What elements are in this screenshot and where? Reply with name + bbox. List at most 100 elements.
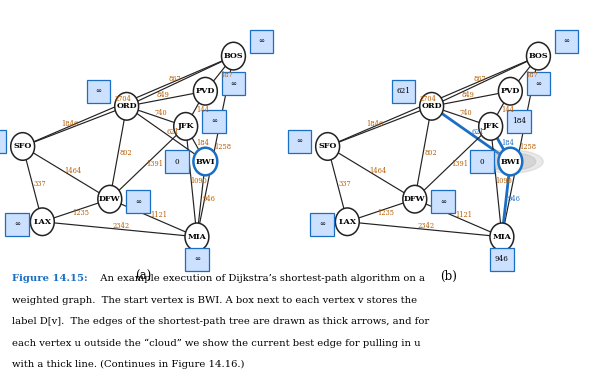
Text: weighted graph.  The start vertex is BWI. A box next to each vertex v stores the: weighted graph. The start vertex is BWI.… (12, 296, 417, 305)
Ellipse shape (526, 42, 550, 70)
Ellipse shape (479, 113, 502, 140)
Ellipse shape (193, 77, 217, 105)
FancyBboxPatch shape (310, 213, 334, 236)
FancyBboxPatch shape (526, 72, 550, 95)
Text: 621: 621 (471, 128, 484, 136)
Ellipse shape (485, 152, 536, 170)
Ellipse shape (420, 92, 444, 120)
Text: DFW: DFW (404, 195, 426, 203)
Text: 144: 144 (502, 106, 514, 114)
Text: SFO: SFO (14, 142, 32, 151)
Text: ∞: ∞ (319, 220, 325, 228)
FancyBboxPatch shape (202, 110, 225, 133)
Text: PVD: PVD (501, 87, 520, 95)
Text: 849: 849 (462, 91, 474, 99)
FancyBboxPatch shape (470, 150, 494, 173)
Text: 184: 184 (197, 139, 209, 147)
Text: ∞: ∞ (563, 37, 569, 45)
Text: 1235: 1235 (377, 209, 394, 217)
Text: ∞: ∞ (14, 220, 20, 228)
Ellipse shape (98, 185, 122, 213)
FancyBboxPatch shape (185, 248, 209, 271)
Text: MIA: MIA (188, 233, 206, 241)
Ellipse shape (185, 223, 209, 251)
Text: 1121: 1121 (150, 211, 167, 219)
Text: Figure 14.15:: Figure 14.15: (12, 274, 87, 283)
FancyBboxPatch shape (431, 190, 455, 213)
Text: 184: 184 (502, 139, 514, 147)
Text: 187: 187 (221, 71, 233, 79)
Text: 0: 0 (175, 158, 179, 166)
Text: 802: 802 (425, 149, 437, 157)
Text: DFW: DFW (99, 195, 121, 203)
Text: JFK: JFK (483, 122, 499, 130)
Text: 1258: 1258 (215, 143, 231, 151)
Text: 1258: 1258 (520, 143, 536, 151)
Text: BOS: BOS (529, 52, 548, 60)
Text: ∞: ∞ (135, 198, 141, 205)
Ellipse shape (316, 133, 340, 160)
Text: BOS: BOS (224, 52, 243, 60)
Text: ORD: ORD (117, 102, 137, 110)
Ellipse shape (477, 150, 543, 173)
FancyBboxPatch shape (126, 190, 150, 213)
Text: 0: 0 (480, 158, 484, 166)
Text: 1090: 1090 (191, 177, 208, 185)
Text: LAX: LAX (33, 218, 51, 226)
Text: 1846: 1846 (366, 120, 383, 128)
Text: 1846: 1846 (61, 120, 78, 128)
Text: 1464: 1464 (64, 167, 81, 175)
Text: 849: 849 (157, 91, 169, 99)
Ellipse shape (221, 42, 245, 70)
Text: 946: 946 (508, 195, 520, 203)
Text: 184: 184 (512, 117, 526, 125)
Text: 337: 337 (339, 180, 352, 188)
Text: 740: 740 (459, 110, 472, 118)
Text: ∞: ∞ (194, 255, 200, 264)
Text: 1391: 1391 (147, 160, 163, 168)
Ellipse shape (193, 148, 217, 175)
Text: label D[v].  The edges of the shortest-path tree are drawn as thick arrows, and : label D[v]. The edges of the shortest-pa… (12, 317, 429, 326)
Text: 1235: 1235 (72, 209, 89, 217)
Text: 2342: 2342 (417, 222, 435, 230)
FancyBboxPatch shape (249, 29, 273, 53)
Text: 1391: 1391 (451, 160, 468, 168)
FancyBboxPatch shape (288, 130, 312, 153)
Text: (a): (a) (135, 270, 152, 283)
Text: 621: 621 (166, 128, 179, 136)
Text: An example execution of Dijkstra’s shortest-path algorithm on a: An example execution of Dijkstra’s short… (94, 274, 425, 283)
Text: 187: 187 (526, 71, 538, 79)
Text: SFO: SFO (319, 142, 337, 151)
Text: 1090: 1090 (496, 177, 512, 185)
Text: ∞: ∞ (535, 80, 541, 88)
Text: ∞: ∞ (230, 80, 236, 88)
FancyBboxPatch shape (5, 213, 29, 236)
Text: BWI: BWI (196, 158, 215, 166)
Ellipse shape (30, 208, 54, 236)
FancyBboxPatch shape (0, 130, 7, 153)
Ellipse shape (335, 208, 359, 236)
FancyBboxPatch shape (221, 72, 245, 95)
Text: JFK: JFK (178, 122, 194, 130)
Text: 802: 802 (120, 149, 132, 157)
Text: ORD: ORD (422, 102, 442, 110)
Text: with a thick line. (Continues in Figure 14.16.): with a thick line. (Continues in Figure … (12, 360, 245, 370)
Text: 2704: 2704 (114, 95, 131, 103)
Text: 867: 867 (473, 75, 486, 83)
Text: 337: 337 (34, 180, 47, 188)
Text: 2342: 2342 (112, 222, 130, 230)
FancyBboxPatch shape (554, 29, 578, 53)
Text: ∞: ∞ (297, 137, 303, 146)
Text: 740: 740 (154, 110, 167, 118)
Ellipse shape (498, 77, 522, 105)
FancyBboxPatch shape (165, 150, 189, 173)
Ellipse shape (403, 185, 427, 213)
Ellipse shape (174, 113, 197, 140)
Text: 1464: 1464 (369, 167, 386, 175)
Ellipse shape (498, 148, 522, 175)
FancyBboxPatch shape (87, 80, 111, 103)
Text: 867: 867 (168, 75, 181, 83)
Ellipse shape (11, 133, 35, 160)
Text: ∞: ∞ (96, 87, 102, 95)
Text: ∞: ∞ (440, 198, 446, 205)
